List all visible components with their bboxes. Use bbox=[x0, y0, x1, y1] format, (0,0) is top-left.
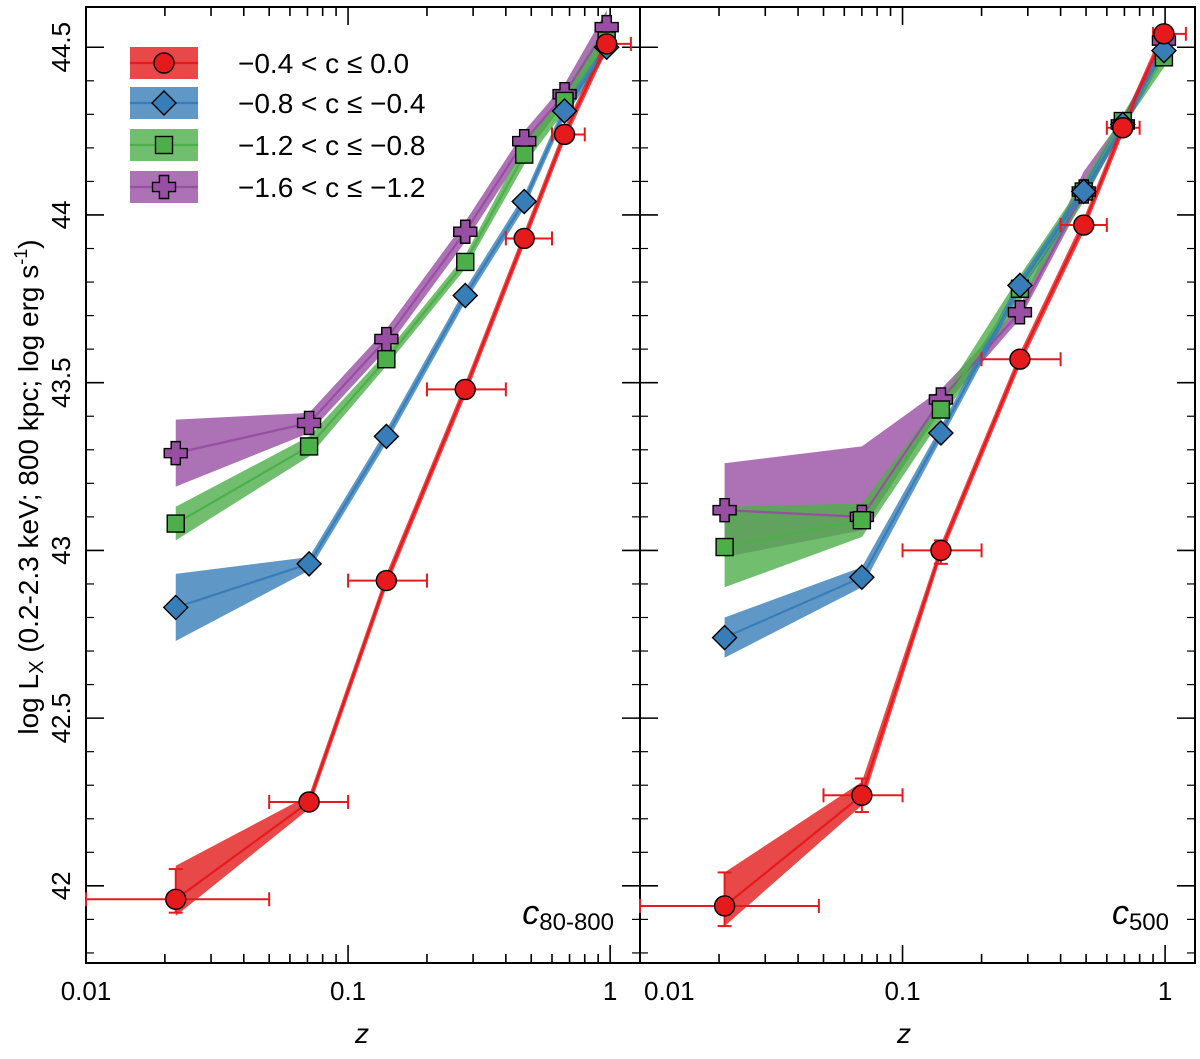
data-point-circle bbox=[513, 227, 535, 250]
x-tick-label: 1 bbox=[1158, 976, 1172, 1006]
y-tick-label: 43 bbox=[46, 536, 76, 565]
data-point-diamond bbox=[848, 564, 875, 591]
x-axis-title-left: z bbox=[354, 1018, 369, 1049]
data-point-diamond bbox=[1006, 272, 1033, 299]
legend-label: −1.6 < c ≤ −1.2 bbox=[238, 172, 425, 203]
plot-frame bbox=[639, 6, 1196, 964]
legend-marker-circle bbox=[153, 52, 175, 74]
data-point-circle bbox=[930, 539, 952, 562]
y-tick-label: 42 bbox=[46, 871, 76, 900]
data-point-diamond bbox=[551, 97, 578, 124]
data-point-square bbox=[166, 514, 185, 533]
legend-marker-cross bbox=[151, 174, 177, 200]
panel-label: c80-800 bbox=[522, 894, 614, 936]
data-point-diamond bbox=[162, 594, 189, 621]
data-point-diamond bbox=[1150, 37, 1177, 64]
series-band bbox=[724, 43, 1164, 658]
axis-titles: z z log LX (0.2-2.3 keV; 800 kpc; log er… bbox=[11, 239, 911, 1049]
data-point-diamond bbox=[373, 423, 400, 450]
data-point-diamond bbox=[711, 624, 738, 651]
data-point-diamond bbox=[1070, 178, 1097, 205]
legend-marker-square bbox=[154, 135, 174, 155]
x-tick-label: 0.1 bbox=[884, 976, 920, 1006]
data-point-circle bbox=[1073, 214, 1095, 236]
data-point-circle bbox=[713, 895, 736, 917]
y-axis-title-sup: -1 bbox=[11, 249, 31, 265]
data-point-circle bbox=[1009, 348, 1031, 370]
y-tick-label: 44.5 bbox=[46, 22, 76, 73]
data-point-cross bbox=[296, 410, 322, 436]
y-tick-label: 43.5 bbox=[46, 357, 76, 408]
legend-marker-diamond bbox=[151, 90, 177, 116]
data-point-cross bbox=[1007, 300, 1033, 325]
series-band bbox=[175, 10, 607, 487]
y-axis-title: log LX (0.2-2.3 keV; 800 kpc; log erg s-… bbox=[11, 239, 48, 734]
panel-label-subscript: 500 bbox=[1129, 909, 1169, 936]
data-point-cross bbox=[453, 219, 478, 244]
y-axis-title-end: ) bbox=[13, 239, 44, 248]
data-point-square bbox=[852, 511, 872, 530]
data-point-circle bbox=[553, 123, 576, 146]
data-point-circle bbox=[165, 888, 187, 910]
y-axis-title-sub: X bbox=[26, 661, 48, 674]
data-point-square bbox=[715, 537, 734, 557]
panel-label: c500 bbox=[1112, 894, 1169, 936]
series-band bbox=[175, 40, 607, 641]
series-band bbox=[724, 33, 1164, 558]
y-axis-title-rest: (0.2-2.3 keV; 800 kpc; log erg s bbox=[13, 265, 44, 661]
legend-label: −1.2 < c ≤ −0.8 bbox=[238, 130, 425, 161]
series-band bbox=[175, 23, 607, 541]
data-point-circle bbox=[1153, 23, 1175, 45]
data-point-diamond bbox=[452, 282, 479, 309]
data-point-square bbox=[377, 350, 396, 369]
data-point-square bbox=[299, 437, 319, 456]
data-point-circle bbox=[595, 33, 618, 55]
data-point-diamond bbox=[511, 188, 538, 215]
x-tick-label: 1 bbox=[603, 976, 617, 1006]
data-point-square bbox=[456, 252, 475, 272]
data-point-cross bbox=[712, 497, 737, 523]
legend-label: −0.8 < c ≤ −0.4 bbox=[238, 88, 425, 119]
series-line bbox=[724, 40, 1165, 518]
legend-label: −0.4 < c ≤ 0.0 bbox=[238, 48, 409, 79]
data-point-diamond bbox=[927, 420, 954, 446]
panel-label-main: c bbox=[1112, 894, 1129, 932]
panel-left: 0.01 0.1 1 42 42.5 43 43.5 44 44.5 c80-800 bbox=[46, 6, 641, 1006]
data-point-circle bbox=[298, 791, 320, 813]
panel-right: 0.01 0.1 1 c500 bbox=[639, 6, 1196, 1006]
x-axis-title-right: z bbox=[896, 1018, 911, 1049]
data-point-cross bbox=[163, 440, 188, 466]
x-tick-label: 0.01 bbox=[644, 976, 695, 1006]
data-point-circle bbox=[851, 784, 873, 806]
panel-label-subscript: 80-800 bbox=[539, 909, 614, 936]
data-point-square bbox=[515, 145, 534, 164]
data-point-diamond bbox=[296, 550, 323, 577]
data-point-square bbox=[931, 400, 951, 419]
x-tick-label: 0.1 bbox=[330, 976, 366, 1006]
data-point-circle bbox=[375, 569, 398, 592]
y-tick-label: 44 bbox=[46, 201, 76, 230]
y-axis-title-main: log L bbox=[13, 674, 44, 735]
series-band bbox=[724, 47, 1164, 588]
panel-label-main: c bbox=[522, 894, 539, 932]
x-tick-label: 0.01 bbox=[61, 976, 112, 1006]
y-tick-label: 42.5 bbox=[46, 693, 76, 744]
data-point-circle bbox=[454, 378, 476, 401]
legend: −0.4 < c ≤ 0.0 −0.8 < c ≤ −0.4 −1.2 < c ≤ … bbox=[130, 47, 425, 203]
data-point-circle bbox=[1112, 117, 1134, 139]
